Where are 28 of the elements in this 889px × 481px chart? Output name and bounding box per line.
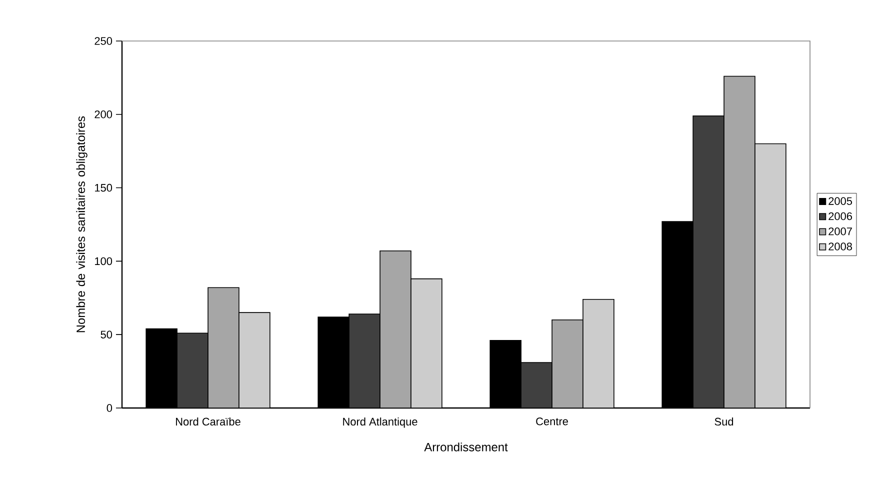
y-tick-label: 100 — [95, 257, 112, 266]
bar — [724, 76, 756, 408]
x-tick-label: Sud — [714, 418, 734, 426]
y-axis-title: Nombre de visites sanitaires obligatoires — [76, 116, 88, 332]
y-tick-label: 150 — [95, 184, 112, 192]
y-tick-label: 0 — [106, 404, 112, 412]
y-tick-label: 200 — [94, 110, 112, 118]
legend-label: 2005 — [828, 197, 852, 205]
bar — [692, 115, 724, 408]
bar — [238, 312, 270, 408]
x-tick-label: Nord Caraïbe — [176, 418, 240, 426]
bar — [380, 250, 412, 408]
x-tick-label: Nord Atlantique — [343, 418, 418, 428]
y-tick-label: 250 — [94, 37, 112, 45]
legend-label: 2007 — [828, 227, 852, 236]
bar — [521, 362, 552, 408]
bar — [552, 320, 583, 408]
bar — [176, 332, 208, 408]
bar — [410, 278, 442, 408]
bar — [208, 287, 240, 408]
x-tick-label: Centre — [536, 418, 568, 426]
legend-label: 2008 — [828, 242, 852, 250]
bar — [754, 143, 786, 408]
y-tick-label: 50 — [100, 330, 112, 338]
bar — [582, 299, 614, 408]
legend-label: 2006 — [828, 212, 852, 220]
bar — [348, 314, 380, 408]
x-axis-title: Arrondissement — [424, 442, 508, 452]
